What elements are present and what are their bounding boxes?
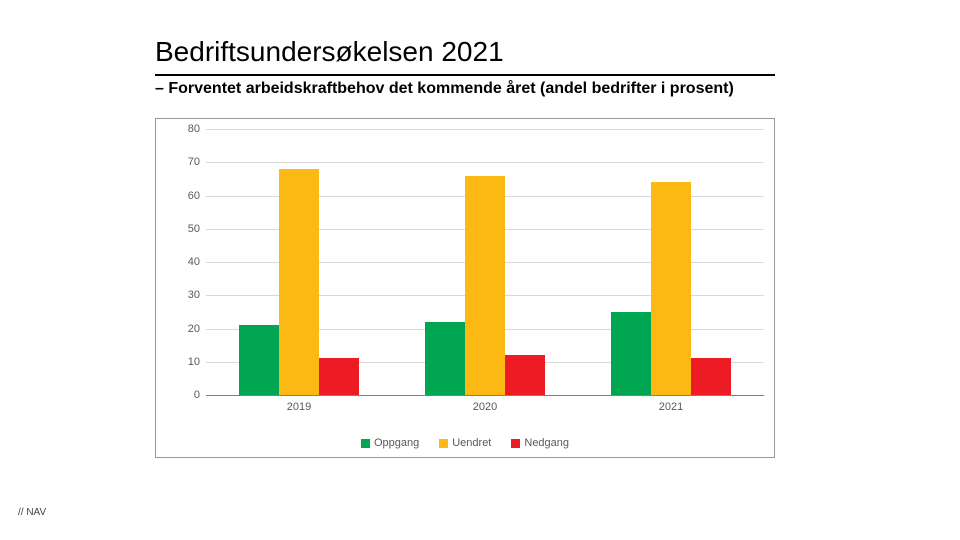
- legend-swatch: [361, 439, 370, 448]
- slide: Bedriftsundersøkelsen 2021 – Forventet a…: [0, 0, 960, 540]
- title-underline: [155, 74, 775, 76]
- page-title: Bedriftsundersøkelsen 2021: [155, 36, 504, 68]
- legend-swatch: [511, 439, 520, 448]
- y-tick-label: 10: [188, 356, 206, 368]
- bar-groups: 2019 2020 2021: [206, 129, 764, 395]
- legend: Oppgang Uendret Nedgang: [156, 437, 774, 449]
- bar: [505, 355, 545, 395]
- bar: [279, 169, 319, 395]
- y-tick-label: 70: [188, 156, 206, 168]
- subtitle: – Forventet arbeidskraftbehov det kommen…: [155, 80, 734, 98]
- bar: [425, 322, 465, 395]
- bar-cluster: [239, 129, 359, 395]
- bar: [611, 312, 651, 395]
- bar-group: 2021: [611, 129, 731, 395]
- bar: [465, 176, 505, 395]
- x-tick-label: 2019: [239, 395, 359, 413]
- y-tick-label: 80: [188, 123, 206, 135]
- legend-label: Oppgang: [374, 437, 419, 449]
- y-tick-label: 0: [194, 389, 206, 401]
- y-tick-label: 60: [188, 190, 206, 202]
- y-tick-label: 40: [188, 256, 206, 268]
- legend-item: Nedgang: [511, 437, 569, 449]
- bar: [691, 358, 731, 395]
- legend-label: Uendret: [452, 437, 491, 449]
- legend-swatch: [439, 439, 448, 448]
- x-tick-label: 2021: [611, 395, 731, 413]
- bar-cluster: [425, 129, 545, 395]
- plot-area: 01020304050607080201920202021: [206, 129, 764, 395]
- bar-cluster: [611, 129, 731, 395]
- legend-item: Uendret: [439, 437, 491, 449]
- legend-label: Nedgang: [524, 437, 569, 449]
- bar: [239, 325, 279, 395]
- bar-group: 2019: [239, 129, 359, 395]
- y-tick-label: 30: [188, 289, 206, 301]
- bar: [651, 182, 691, 395]
- legend-item: Oppgang: [361, 437, 419, 449]
- bar: [319, 358, 359, 395]
- x-tick-label: 2020: [425, 395, 545, 413]
- y-tick-label: 20: [188, 323, 206, 335]
- y-tick-label: 50: [188, 223, 206, 235]
- footer-text: // NAV: [18, 507, 46, 518]
- bar-group: 2020: [425, 129, 545, 395]
- chart-container: 0 10 20 30 40 50 60 70 80 2019 2020 2021 Oppgang Uen…: [155, 118, 775, 458]
